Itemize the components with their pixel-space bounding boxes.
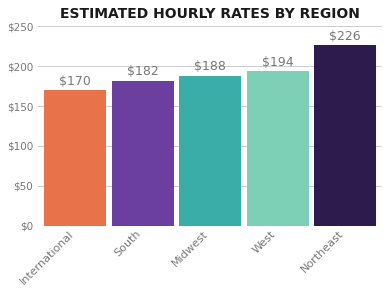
Bar <box>247 71 308 226</box>
Text: $182: $182 <box>127 65 159 78</box>
Title: ESTIMATED HOURLY RATES BY REGION: ESTIMATED HOURLY RATES BY REGION <box>60 7 360 21</box>
Bar <box>112 81 174 226</box>
Text: $188: $188 <box>194 60 226 73</box>
Bar <box>44 90 106 226</box>
Text: $170: $170 <box>60 75 91 88</box>
Text: $226: $226 <box>329 30 361 43</box>
Text: $194: $194 <box>262 56 293 69</box>
Bar <box>314 45 376 226</box>
Bar <box>179 76 241 226</box>
